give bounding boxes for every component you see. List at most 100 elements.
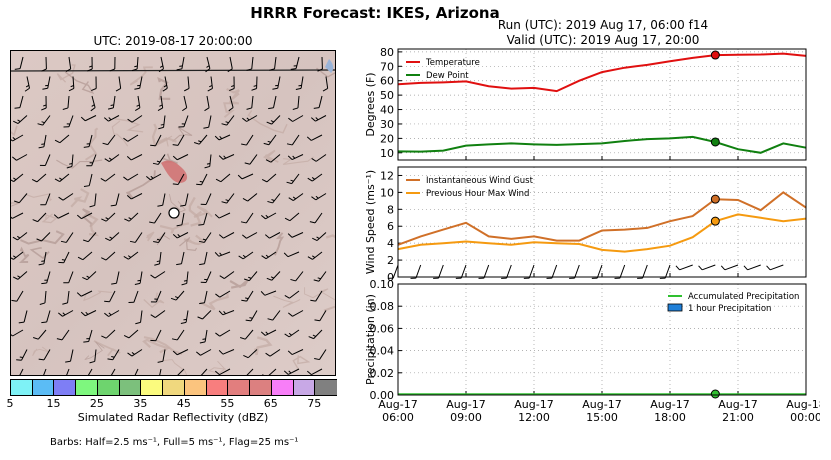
wind-barb: [11, 290, 24, 302]
wind-barb-feather: [154, 263, 160, 266]
wind-barb: [101, 251, 116, 261]
wind-barb-feather: [246, 117, 250, 121]
wind-barb-feather: [44, 279, 48, 281]
y-tick-label: 0.02: [370, 367, 395, 380]
wind-barb: [306, 134, 323, 141]
wind-barb: [134, 271, 143, 286]
wind-barb-shaft: [246, 232, 258, 239]
wind-barb-shaft: [127, 173, 139, 181]
wind-barb-shaft: [223, 232, 235, 239]
wind-barb: [89, 193, 97, 208]
wind-barb: [24, 76, 30, 92]
wind-barb-shaft: [392, 264, 399, 279]
wind-barb-feather: [156, 260, 161, 263]
legend: Temperature Dew Point: [406, 58, 480, 81]
wind-barb: [38, 251, 47, 266]
wind-barb-feather: [18, 321, 25, 324]
wind-barb-shaft: [315, 193, 327, 201]
wind-barb-shaft: [295, 56, 300, 69]
wind-barb-shaft: [64, 368, 70, 375]
wind-barb: [546, 264, 558, 279]
wind-barb-feather: [58, 312, 63, 317]
wind-barb-shaft: [291, 173, 300, 184]
wind-barb: [16, 349, 28, 361]
wind-barb-shaft: [312, 251, 323, 260]
wind-barb: [207, 76, 213, 92]
wind-barb-feather: [59, 177, 63, 181]
wind-barb: [89, 349, 97, 364]
wind-barb: [41, 271, 51, 285]
wind-barb-shaft: [246, 134, 254, 146]
wind-barb-feather: [206, 162, 211, 165]
wind-barb-feather: [215, 178, 222, 183]
wind-barb-shaft: [36, 173, 47, 183]
wind-barb-shaft: [115, 193, 120, 206]
wind-barb-feather: [170, 297, 177, 301]
wind-barb-feather: [60, 240, 67, 243]
wind-barb-feather: [69, 162, 73, 165]
wind-barb-feather: [267, 318, 273, 321]
wind-barb-feather: [204, 278, 208, 281]
wind-barb: [108, 368, 116, 375]
wind-barb-feather: [115, 87, 121, 92]
wind-barb-shaft: [105, 212, 116, 222]
wind-barb-shaft: [316, 232, 327, 241]
colorbar-swatch: [96, 379, 120, 396]
wind-barb-shaft: [206, 56, 211, 69]
wind-barb-feather: [313, 107, 320, 109]
wind-barb-feather: [198, 224, 204, 226]
wind-barb-feather: [176, 68, 183, 71]
wind-barb-feather: [101, 335, 107, 339]
wind-barb-shaft: [202, 310, 212, 320]
wind-barb: [306, 368, 323, 375]
wind-barb: [101, 212, 116, 222]
wind-barb-feather: [157, 107, 163, 111]
wind-barb-feather: [387, 277, 394, 279]
wind-barb-feather: [569, 277, 575, 279]
wind-barb: [41, 368, 47, 375]
wind-barb-feather: [315, 195, 319, 199]
wind-barb: [103, 115, 120, 122]
wind-barb-shaft: [198, 134, 208, 145]
wind-barb-feather: [244, 278, 250, 282]
x-tick-label: 15:00: [586, 411, 618, 424]
wind-barb-shaft: [205, 271, 212, 283]
wind-barb: [288, 193, 304, 201]
terrain-ridge: [93, 340, 121, 357]
series-line: [397, 52, 807, 93]
wind-barb-shaft: [724, 264, 739, 271]
wind-barb-shaft: [265, 329, 277, 336]
wind-barb: [221, 193, 235, 204]
terrain-ridge: [292, 355, 311, 370]
wind-barb-feather: [86, 143, 90, 145]
wind-barb: [200, 193, 212, 205]
wind-barb-feather: [266, 121, 272, 125]
wind-barb-shaft: [88, 329, 93, 342]
wind-barb-feather: [83, 341, 89, 343]
wind-barb-shaft: [311, 173, 323, 182]
wind-barb-shaft: [42, 115, 51, 126]
wind-barb: [287, 232, 304, 238]
wind-barb-shaft: [574, 264, 580, 279]
legend-label: Instantaneous Wind Gust: [426, 176, 534, 186]
wind-barb-shaft: [94, 349, 97, 362]
wind-barb: [86, 154, 97, 167]
legend-swatch: [667, 303, 683, 312]
wind-barb-feather: [89, 204, 95, 208]
wind-barb-shaft: [229, 56, 233, 69]
wind-barb-feather: [241, 299, 247, 302]
wind-barb-feather: [181, 123, 185, 125]
wind-barb-shaft: [271, 271, 281, 281]
wind-barb: [199, 290, 208, 305]
wind-barb: [146, 173, 162, 181]
wind-barb-shaft: [41, 232, 51, 242]
wind-barb-feather: [101, 257, 107, 261]
wind-barb-shaft: [769, 264, 784, 271]
wind-barb: [54, 134, 70, 144]
terrain-ridge: [172, 126, 193, 142]
wind-barb-feather: [199, 341, 206, 344]
wind-barb-feather: [218, 310, 224, 316]
wind-barb-feather: [283, 370, 289, 375]
wind-barb-feather: [32, 219, 38, 223]
